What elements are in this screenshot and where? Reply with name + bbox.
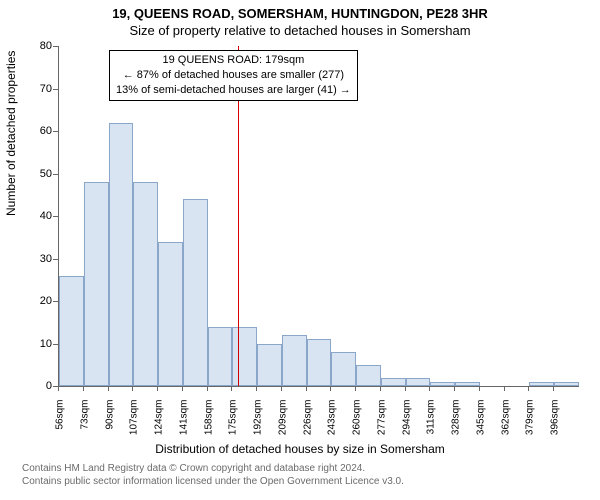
x-tick-mark	[479, 386, 480, 391]
bar	[84, 182, 109, 386]
bar	[529, 382, 554, 386]
bar	[554, 382, 579, 386]
y-tick-label: 80	[12, 40, 52, 52]
annotation-line2: ← 87% of detached houses are smaller (27…	[116, 68, 351, 83]
x-tick-mark	[83, 386, 84, 391]
bar	[282, 335, 307, 386]
x-tick-mark	[528, 386, 529, 391]
plot-area: 19 QUEENS ROAD: 179sqm ← 87% of detached…	[58, 46, 579, 387]
y-tick-label: 50	[12, 168, 52, 180]
bar	[232, 327, 257, 387]
annotation-box: 19 QUEENS ROAD: 179sqm ← 87% of detached…	[109, 50, 358, 101]
bar	[307, 339, 332, 386]
x-tick-mark	[231, 386, 232, 391]
footer-line2: Contains public sector information licen…	[22, 475, 404, 488]
bar	[133, 182, 158, 386]
y-tick-mark	[53, 131, 58, 132]
y-tick-mark	[53, 216, 58, 217]
chart-container: 19, QUEENS ROAD, SOMERSHAM, HUNTINGDON, …	[0, 0, 600, 500]
bar	[208, 327, 233, 387]
x-tick-mark	[256, 386, 257, 391]
x-axis-label: Distribution of detached houses by size …	[0, 442, 600, 456]
x-tick-mark	[429, 386, 430, 391]
bar	[356, 365, 381, 386]
y-tick-label: 30	[12, 253, 52, 265]
bar	[331, 352, 356, 386]
annotation-line1: 19 QUEENS ROAD: 179sqm	[116, 53, 351, 68]
x-tick-mark	[207, 386, 208, 391]
bar	[109, 123, 134, 387]
bar	[455, 382, 480, 386]
x-tick-mark	[355, 386, 356, 391]
bar	[158, 242, 183, 387]
x-tick-mark	[454, 386, 455, 391]
bar	[59, 276, 84, 387]
y-tick-mark	[53, 46, 58, 47]
x-tick-mark	[306, 386, 307, 391]
x-tick-mark	[553, 386, 554, 391]
x-tick-mark	[182, 386, 183, 391]
bar	[406, 378, 431, 387]
x-tick-mark	[405, 386, 406, 391]
chart-subtitle: Size of property relative to detached ho…	[0, 21, 600, 38]
y-tick-label: 10	[12, 338, 52, 350]
y-tick-label: 40	[12, 210, 52, 222]
x-tick-mark	[504, 386, 505, 391]
y-tick-mark	[53, 344, 58, 345]
bar	[430, 382, 455, 386]
footer-line1: Contains HM Land Registry data © Crown c…	[22, 462, 404, 475]
chart-title: 19, QUEENS ROAD, SOMERSHAM, HUNTINGDON, …	[0, 0, 600, 21]
x-tick-mark	[58, 386, 59, 391]
bar	[381, 378, 406, 387]
y-tick-mark	[53, 259, 58, 260]
y-tick-label: 60	[12, 125, 52, 137]
bar	[257, 344, 282, 387]
x-tick-mark	[380, 386, 381, 391]
x-tick-mark	[108, 386, 109, 391]
x-tick-mark	[157, 386, 158, 391]
x-tick-mark	[281, 386, 282, 391]
x-tick-mark	[330, 386, 331, 391]
bar	[183, 199, 208, 386]
annotation-line3: 13% of semi-detached houses are larger (…	[116, 83, 351, 98]
y-tick-label: 0	[12, 380, 52, 392]
y-tick-mark	[53, 301, 58, 302]
y-tick-mark	[53, 89, 58, 90]
y-tick-label: 70	[12, 83, 52, 95]
x-tick-mark	[132, 386, 133, 391]
footer: Contains HM Land Registry data © Crown c…	[22, 462, 404, 488]
y-tick-label: 20	[12, 295, 52, 307]
y-tick-mark	[53, 174, 58, 175]
